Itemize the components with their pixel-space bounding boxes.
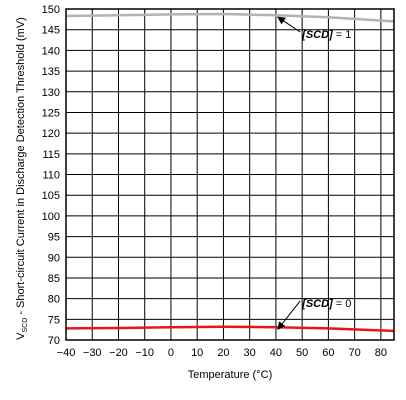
y-tick-label: 150 [42, 4, 60, 16]
x-tick-label: −40 [57, 347, 76, 359]
y-tick-label: 140 [42, 45, 60, 57]
x-tick-labels: −40 −30 −20 −10 0 10 20 30 40 50 60 70 80 [57, 347, 387, 359]
annotation-arrow [277, 16, 301, 33]
annotation-label-rest: = 1 [333, 29, 352, 41]
grid [66, 9, 394, 340]
y-tick-label: 95 [48, 232, 60, 244]
y-tick-label: 105 [42, 190, 60, 202]
x-tick-label: 70 [349, 347, 361, 359]
y-tick-label: 80 [48, 294, 60, 306]
y-tick-label: 90 [48, 252, 60, 264]
x-tick-label: −20 [109, 347, 128, 359]
x-tick-label: 60 [322, 347, 334, 359]
y-tick-label: 70 [48, 335, 60, 347]
annotations: [SCD] = 1[SCD] = 0 [277, 16, 351, 330]
x-tick-label: 80 [375, 347, 387, 359]
x-axis-title: Temperature (°C) [188, 369, 272, 381]
series-lines [65, 12, 395, 333]
plot-frame [65, 8, 395, 341]
y-tick-label: 130 [42, 87, 60, 99]
y-axis-title: VSCD - Short-circuit Current in Discharg… [15, 17, 29, 340]
y-tick-label: 145 [42, 25, 60, 37]
y-tick-label: 115 [42, 149, 60, 161]
annotation-label-rest: = 0 [333, 298, 352, 310]
annotation-label: [SCD] = 1 [301, 29, 351, 41]
x-tick-label: 30 [244, 347, 256, 359]
series-line [65, 325, 395, 333]
y-axis-title-main: V [15, 332, 27, 340]
x-tick-label: 50 [296, 347, 308, 359]
annotation-label-bold: [SCD] [301, 29, 333, 41]
y-tick-label: 120 [42, 128, 60, 140]
annotation-arrow [277, 300, 301, 330]
annotation-label: [SCD] = 0 [301, 298, 351, 310]
y-tick-label: 75 [48, 314, 60, 326]
annotation-label-bold: [SCD] [301, 298, 333, 310]
x-tick-label: −30 [83, 347, 102, 359]
y-tick-labels: 70 75 80 85 90 95 100 105 110 115 120 125 130 135 140 1… [42, 4, 60, 347]
y-axis-title-rest: - Short-circuit Current in Discharge Det… [15, 17, 27, 318]
y-tick-label: 135 [42, 66, 60, 78]
y-axis-title-sub: SCD [22, 318, 29, 333]
x-tick-label: 10 [191, 347, 203, 359]
x-tick-label: −10 [135, 347, 154, 359]
y-tick-label: 100 [42, 211, 60, 223]
y-tick-label: 125 [42, 107, 60, 119]
y-tick-label: 85 [48, 273, 60, 285]
x-tick-label: 40 [270, 347, 282, 359]
y-tick-label: 110 [42, 170, 60, 182]
x-tick-label: 0 [168, 347, 174, 359]
x-tick-label: 20 [217, 347, 229, 359]
series-line [65, 12, 395, 23]
